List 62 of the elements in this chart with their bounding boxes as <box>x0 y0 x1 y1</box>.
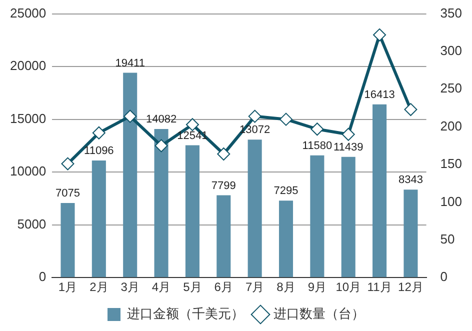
point <box>61 157 74 170</box>
data-label: 7075 <box>56 187 80 200</box>
y2-tick-label: 350 <box>440 5 462 20</box>
y-tick-label: 0 <box>38 269 46 284</box>
x-tick-label: 2月 <box>90 280 108 294</box>
bar <box>372 104 387 278</box>
x-tick-label: 11月 <box>367 280 392 294</box>
point <box>186 118 199 132</box>
bar <box>341 156 356 278</box>
y2-tick-label: 0 <box>440 269 448 284</box>
y-tick-label: 20000 <box>10 58 46 74</box>
data-label: 7295 <box>274 185 298 198</box>
y-tick-label: 15000 <box>10 110 46 126</box>
bar <box>92 160 106 278</box>
data-label: 11439 <box>333 141 364 154</box>
point <box>342 128 355 141</box>
data-label: 16413 <box>364 88 395 101</box>
data-label: 19411 <box>115 57 145 70</box>
y2-tick-label: 200 <box>440 118 462 134</box>
point <box>373 28 386 42</box>
bar <box>404 190 418 278</box>
x-tick-label: 1月 <box>58 280 78 294</box>
point <box>310 122 324 136</box>
x-tick-label: 9月 <box>308 280 327 294</box>
point <box>248 110 262 123</box>
bar <box>185 145 200 278</box>
y2-tick-label: 50 <box>440 231 455 246</box>
point <box>217 147 230 160</box>
bar <box>123 72 138 278</box>
y-tick-label: 5000 <box>17 216 46 232</box>
x-tick-label: 10月 <box>336 280 362 294</box>
data-label: 7799 <box>211 180 236 192</box>
bar <box>248 140 262 278</box>
y-tick-label: 10000 <box>10 164 46 179</box>
point <box>124 110 137 123</box>
x-tick-label: 3月 <box>120 280 140 294</box>
x-tick-label: 5月 <box>183 280 202 294</box>
y2-tick-label: 150 <box>440 156 462 172</box>
x-tick-label: 12月 <box>398 280 424 294</box>
y2-tick-label: 100 <box>440 194 462 209</box>
y2-tick-label: 250 <box>440 80 462 96</box>
bar <box>310 155 324 278</box>
data-label: 11580 <box>302 140 332 152</box>
x-tick-label: 4月 <box>152 280 171 294</box>
bar <box>216 195 231 278</box>
legend-label: 进口金额（千美元） <box>127 306 244 322</box>
x-tick-label: 7月 <box>245 280 264 294</box>
x-tick-label: 8月 <box>276 280 296 294</box>
point <box>154 139 168 152</box>
y-tick-label: 25000 <box>10 5 46 20</box>
bar <box>60 202 75 278</box>
point <box>280 112 292 126</box>
data-label: 8343 <box>398 174 423 186</box>
x-tick-label: 6月 <box>214 280 233 294</box>
bar <box>278 200 294 278</box>
legend-label: 进口数量（台） <box>274 306 364 322</box>
data-label: 14082 <box>146 114 177 126</box>
point <box>92 126 106 140</box>
bar <box>154 129 168 278</box>
data-label: 11096 <box>84 145 114 158</box>
point <box>404 103 418 116</box>
y2-tick-label: 300 <box>440 43 462 58</box>
